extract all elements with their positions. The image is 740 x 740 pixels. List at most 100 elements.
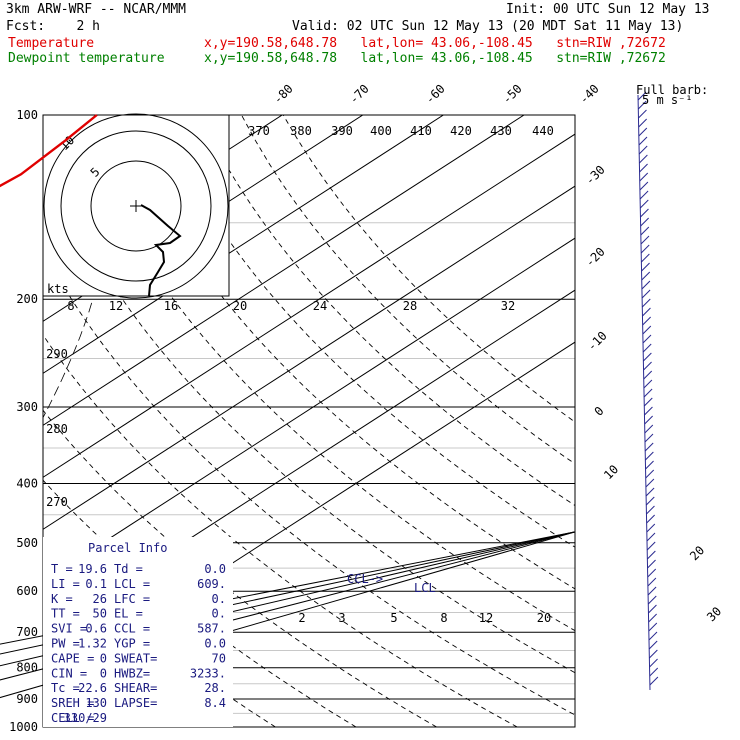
hodograph-speed-label: 16 — [164, 299, 178, 313]
wind-barb — [638, 118, 647, 128]
wind-barb — [645, 469, 655, 479]
wind-barb — [641, 253, 650, 263]
parcel-info-label: HWBZ= — [114, 666, 150, 680]
wind-barb — [645, 496, 655, 506]
parcel-info-label: YGP = — [114, 637, 150, 651]
parcel-info-value: 8.4 — [204, 696, 226, 710]
parcel-info-label: SHEAR= — [114, 681, 157, 695]
wind-barb-staff — [637, 94, 651, 691]
plot-frame — [42, 114, 576, 728]
wind-barb — [649, 649, 658, 659]
isotherm-label: -70 — [347, 82, 372, 107]
wind-barb — [644, 415, 653, 425]
isotherm-label: 10 — [601, 462, 621, 482]
wind-barb — [637, 100, 647, 110]
parcel-info-value: 19.6 — [78, 562, 107, 576]
wind-barb — [646, 523, 656, 533]
wind-barb — [639, 154, 648, 164]
dry-adiabat-label: 440 — [532, 124, 554, 138]
dry-adiabat-label: 290 — [46, 347, 68, 361]
parcel-info-value: 70 — [212, 651, 226, 665]
wind-barb — [648, 613, 657, 623]
ccl-annotation: CCL-> — [347, 572, 383, 586]
isotherm-label: 30 — [704, 604, 724, 624]
hodograph-speed-label: 28 — [403, 299, 417, 313]
pressure-tick-label: 700 — [16, 625, 38, 639]
wind-barb — [642, 343, 652, 353]
wind-barb — [639, 163, 648, 173]
wind-barb — [648, 640, 658, 650]
wind-barb — [643, 370, 653, 380]
isotherm-label: -50 — [500, 82, 525, 107]
dry-adiabat — [241, 115, 575, 465]
parcel-info-value: 0 — [100, 651, 107, 665]
hodograph-speed-label: 32 — [501, 299, 515, 313]
parcel-info-label: T = — [51, 562, 73, 576]
dry-adiabat — [157, 115, 575, 548]
dry-adiabat — [43, 409, 437, 727]
wind-barb — [646, 541, 656, 551]
parcel-info-label: EL = — [114, 607, 143, 621]
wind-barb — [645, 460, 654, 470]
wind-barb — [640, 235, 650, 245]
dry-adiabat-label: 380 — [290, 124, 312, 138]
dry-adiabat-label: 270 — [46, 495, 68, 509]
parcel-info-label: SREH = — [51, 696, 94, 710]
pressure-tick-label: 100 — [16, 108, 38, 122]
wind-barb — [638, 109, 647, 119]
dry-adiabat-label: 410 — [410, 124, 432, 138]
parcel-info-value: 50 — [93, 607, 107, 621]
mixing-ratio-label: 5 — [390, 611, 397, 625]
isotherm-label: 0 — [592, 404, 607, 419]
wind-barb — [640, 244, 650, 254]
wind-barb — [642, 334, 652, 344]
parcel-info-value: 28. — [204, 681, 226, 695]
isotherm-label: -60 — [423, 82, 448, 107]
parcel-info-label: CIN = — [51, 666, 87, 680]
dry-adiabat — [43, 249, 575, 716]
dry-adiabat-label: 420 — [450, 124, 472, 138]
barb-legend-title: Full barb: — [636, 83, 708, 97]
dry-adiabat-label: 280 — [46, 422, 68, 436]
wind-barb — [639, 181, 649, 191]
temperature-location: x,y=190.58,648.78 lat,lon= 43.06,-108.45… — [204, 36, 666, 51]
wind-barb — [645, 487, 655, 497]
isotherm-label: -30 — [583, 163, 608, 188]
mixing-ratio-label: 8 — [440, 611, 447, 625]
wind-barb — [646, 514, 655, 524]
hodograph-ring — [60, 130, 212, 282]
wind-barb — [639, 172, 649, 182]
dry-adiabat-label: 390 — [331, 124, 353, 138]
parcel-info-value: 0.0 — [204, 637, 226, 651]
wind-barb — [638, 136, 648, 146]
mixing-ratio-label: 2 — [298, 611, 305, 625]
parcel-info-label: PW = — [51, 637, 80, 651]
wind-barb — [648, 622, 658, 632]
wind-barb — [643, 388, 653, 398]
wind-barb — [642, 316, 651, 326]
mixing-ratio-label: 3 — [338, 611, 345, 625]
wind-barb — [639, 190, 649, 200]
isotherm-line — [43, 237, 575, 582]
parcel-info-label: Tc = — [51, 681, 80, 695]
dry-adiabat — [74, 115, 575, 632]
hodograph-speed-label: 20 — [233, 299, 247, 313]
hodograph-speed-label: 8 — [67, 299, 74, 313]
wind-barb — [637, 91, 647, 101]
wind-barb — [642, 307, 651, 317]
wind-barb — [647, 577, 657, 587]
dewpoint-location: x,y=190.58,648.78 lat,lon= 43.06,-108.45… — [204, 51, 666, 66]
dry-adiabat-label: 430 — [490, 124, 512, 138]
parcel-info-value: 26 — [93, 592, 107, 606]
pressure-tick-label: 900 — [16, 692, 38, 706]
wind-barb — [643, 361, 652, 371]
parcel-info-title: Parcel Info — [88, 541, 167, 555]
parcel-info-value: 330/29 — [64, 711, 107, 725]
hodograph-ring — [90, 160, 182, 252]
parcel-info-label: K = — [51, 592, 73, 606]
dry-adiabat — [199, 115, 575, 507]
isotherm-label: -80 — [271, 82, 296, 107]
wind-barb — [640, 208, 649, 218]
wind-barb — [641, 280, 651, 290]
hodograph-trace — [140, 204, 182, 297]
